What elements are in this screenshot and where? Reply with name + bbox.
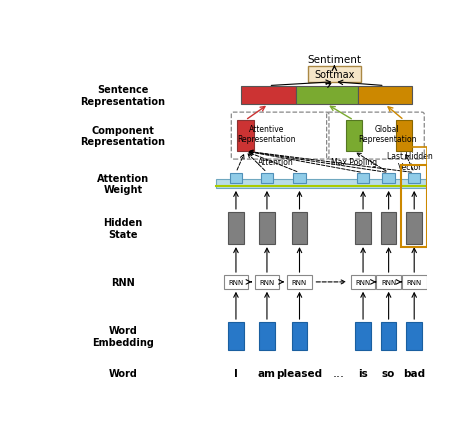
Text: bad: bad: [403, 368, 425, 378]
Text: Attention
Weight: Attention Weight: [97, 173, 149, 195]
Bar: [351, 276, 375, 289]
Text: so: so: [382, 368, 395, 378]
Bar: [230, 173, 242, 184]
Bar: [259, 212, 275, 244]
Bar: [357, 173, 369, 184]
Bar: [383, 173, 395, 184]
Bar: [292, 212, 307, 244]
Bar: [381, 322, 396, 350]
Text: Softmax: Softmax: [314, 70, 355, 80]
Text: am: am: [258, 368, 276, 378]
Bar: [296, 86, 357, 105]
Bar: [293, 173, 306, 184]
Bar: [408, 173, 420, 184]
Text: ...: ...: [332, 367, 344, 379]
Text: Attention: Attention: [258, 157, 294, 166]
Bar: [356, 322, 371, 350]
Bar: [381, 212, 396, 244]
Bar: [402, 276, 427, 289]
Bar: [255, 276, 279, 289]
Bar: [396, 121, 412, 152]
Bar: [308, 67, 361, 82]
Text: Hidden
State: Hidden State: [103, 218, 142, 239]
Bar: [237, 121, 254, 152]
Bar: [292, 322, 307, 350]
Text: is: is: [358, 368, 368, 378]
Text: RNN: RNN: [407, 279, 422, 285]
Text: Sentence
Representation: Sentence Representation: [80, 85, 165, 106]
Text: RNN: RNN: [292, 279, 307, 285]
Text: I: I: [234, 368, 238, 378]
Text: Max Pooling: Max Pooling: [331, 157, 377, 166]
Text: RNN: RNN: [111, 277, 135, 287]
Bar: [216, 179, 434, 188]
Bar: [287, 276, 312, 289]
Text: RNN: RNN: [381, 279, 396, 285]
Text: RNN: RNN: [259, 279, 274, 285]
Text: Word
Embedding: Word Embedding: [92, 325, 154, 347]
Bar: [228, 322, 244, 350]
Text: Last Hidden
Vector: Last Hidden Vector: [387, 152, 433, 171]
Bar: [406, 212, 422, 244]
Bar: [376, 276, 401, 289]
Bar: [357, 86, 412, 105]
Text: Word: Word: [109, 368, 137, 378]
Text: RNN: RNN: [228, 279, 244, 285]
Bar: [346, 121, 362, 152]
Text: pleased: pleased: [276, 368, 323, 378]
Text: RNN: RNN: [356, 279, 371, 285]
Text: Attentive
Representation: Attentive Representation: [237, 124, 296, 144]
Bar: [401, 166, 428, 248]
Bar: [228, 212, 244, 244]
Bar: [261, 173, 273, 184]
Bar: [356, 212, 371, 244]
Text: Sentiment: Sentiment: [307, 54, 361, 64]
Text: Component
Representation: Component Representation: [80, 126, 165, 147]
Bar: [259, 322, 275, 350]
Bar: [224, 276, 248, 289]
Bar: [241, 86, 296, 105]
Bar: [406, 322, 422, 350]
Text: Global
Representation: Global Representation: [358, 124, 416, 144]
